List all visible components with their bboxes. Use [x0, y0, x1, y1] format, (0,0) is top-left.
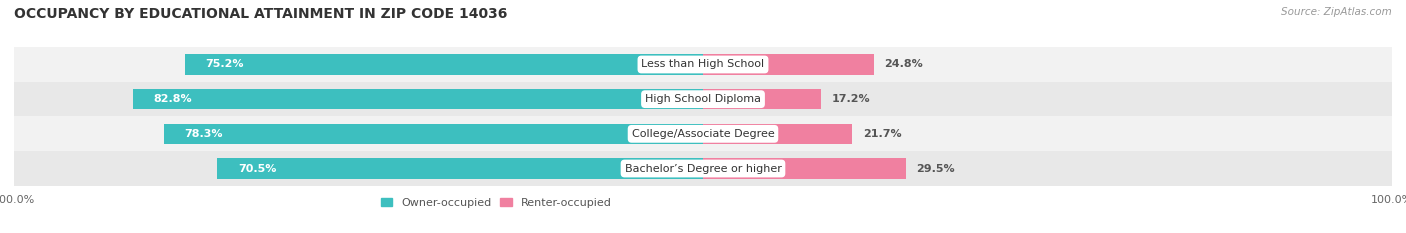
Text: 17.2%: 17.2% — [832, 94, 870, 104]
Bar — [703, 55, 875, 75]
Text: 24.8%: 24.8% — [884, 59, 922, 69]
Text: 70.5%: 70.5% — [238, 164, 277, 174]
Text: 82.8%: 82.8% — [153, 94, 191, 104]
Bar — [14, 47, 1392, 82]
Bar — [14, 82, 1392, 116]
Bar — [703, 124, 852, 144]
Bar — [703, 158, 907, 178]
Text: 21.7%: 21.7% — [863, 129, 901, 139]
Text: Source: ZipAtlas.com: Source: ZipAtlas.com — [1281, 7, 1392, 17]
Bar — [703, 89, 821, 109]
Text: College/Associate Degree: College/Associate Degree — [631, 129, 775, 139]
Text: 29.5%: 29.5% — [917, 164, 955, 174]
Bar — [14, 116, 1392, 151]
Bar — [186, 55, 703, 75]
Bar — [163, 124, 703, 144]
Bar — [132, 89, 703, 109]
Text: Less than High School: Less than High School — [641, 59, 765, 69]
Text: High School Diploma: High School Diploma — [645, 94, 761, 104]
Text: 75.2%: 75.2% — [205, 59, 245, 69]
Bar — [218, 158, 703, 178]
Text: 78.3%: 78.3% — [184, 129, 222, 139]
Bar — [14, 151, 1392, 186]
Text: Bachelor’s Degree or higher: Bachelor’s Degree or higher — [624, 164, 782, 174]
Legend: Owner-occupied, Renter-occupied: Owner-occupied, Renter-occupied — [377, 193, 616, 212]
Text: OCCUPANCY BY EDUCATIONAL ATTAINMENT IN ZIP CODE 14036: OCCUPANCY BY EDUCATIONAL ATTAINMENT IN Z… — [14, 7, 508, 21]
